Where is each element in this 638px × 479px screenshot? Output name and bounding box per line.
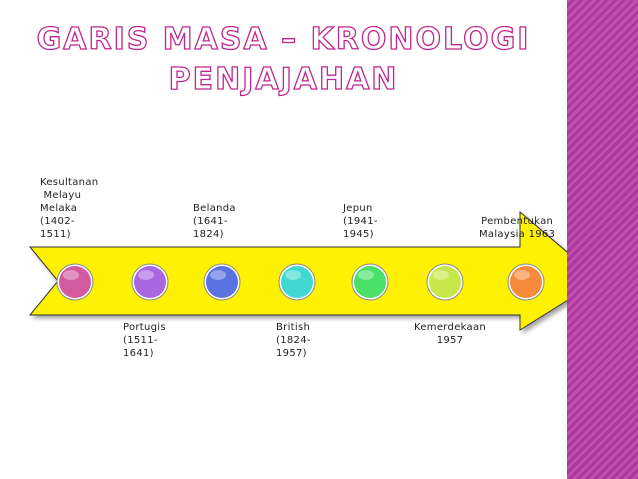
timeline-dots (56, 263, 545, 301)
timeline-dot-2 (131, 263, 169, 301)
label-pembentukan-malaysia: Pembentukan Malaysia 1963 (479, 216, 556, 240)
label-belanda: Belanda (1641- 1824) (193, 203, 236, 240)
timeline-dot-3 (203, 263, 241, 301)
timeline-dot-5 (351, 263, 389, 301)
slide-title-line1: GARIS MASA – KRONOLOGI (36, 21, 531, 57)
timeline-dot-6 (426, 263, 464, 301)
label-portugis: Portugis (1511- 1641) (123, 322, 166, 359)
slide-title-line2: PENJAJAHAN (168, 61, 399, 97)
timeline-dot-7 (507, 263, 545, 301)
label-british: British (1824- 1957) (276, 322, 311, 359)
label-jepun: Jepun (1941- 1945) (343, 203, 378, 240)
timeline-dot-4 (278, 263, 316, 301)
label-kemerdekaan: Kemerdekaan 1957 (414, 322, 487, 346)
label-kesultanan-melayu-melaka: Kesultanan Melayu Melaka (1402- 1511) (40, 177, 99, 240)
decorative-side-panel (567, 0, 638, 479)
timeline-dot-1 (56, 263, 94, 301)
timeline-arrow (28, 210, 567, 331)
